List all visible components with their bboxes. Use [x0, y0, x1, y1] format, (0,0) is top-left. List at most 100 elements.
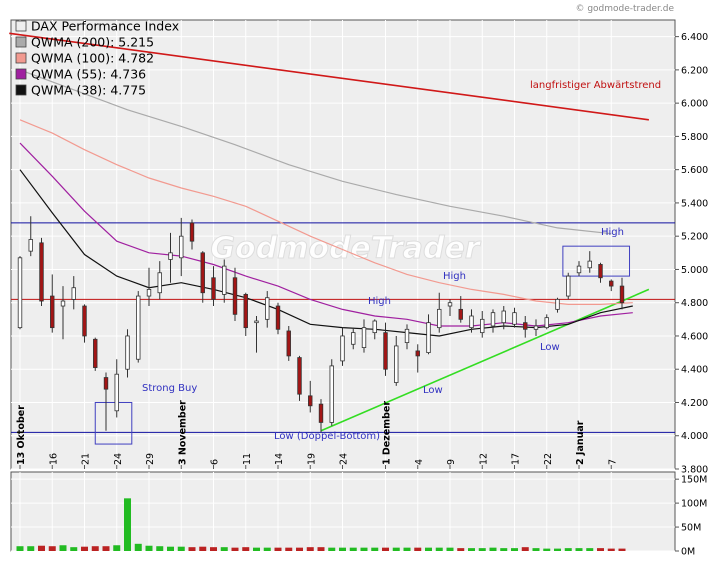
- volume-bar: [124, 498, 131, 551]
- volume-bar: [231, 547, 239, 551]
- volume-bar: [349, 547, 357, 551]
- volume-bar: [521, 547, 529, 551]
- trend-lines: [9, 32, 650, 432]
- candle-body: [372, 320, 377, 334]
- candle-body: [361, 327, 367, 349]
- candle-body: [318, 403, 324, 423]
- volume-bar: [543, 548, 551, 551]
- candle-body: [93, 338, 98, 368]
- strong-buy-label: Strong Buy: [142, 383, 197, 394]
- candle-body: [168, 252, 173, 260]
- candle-body: [523, 322, 528, 330]
- volume-bar: [70, 547, 78, 551]
- y-tick-label: 4.200: [681, 398, 708, 409]
- candle-body: [394, 345, 399, 383]
- y-tick-label: 4.800: [681, 298, 708, 309]
- candle-body: [200, 252, 205, 294]
- candle-body: [447, 302, 453, 307]
- candle-body: [609, 280, 614, 287]
- volume-bar: [575, 548, 583, 551]
- x-tick-label: 1 Dezember: [382, 401, 393, 465]
- y-tick-label: 3.800: [681, 465, 708, 476]
- x-tick-label: 29: [145, 453, 156, 465]
- volume-bar: [59, 545, 67, 551]
- volume-tick-label: 0M: [681, 547, 695, 558]
- y-tick-label: 5.800: [681, 132, 708, 143]
- volume-bar: [360, 547, 368, 551]
- trend-line: [320, 288, 650, 432]
- ma-line: [19, 169, 633, 337]
- annotation-box: [94, 401, 133, 445]
- x-tick-label: 13 Oktober: [16, 405, 27, 465]
- x-tick-label: 2 Januar: [575, 420, 586, 465]
- candle-body: [265, 297, 270, 320]
- candle-body: [243, 293, 248, 329]
- watermark: GodmodeTrader: [210, 231, 481, 266]
- x-tick-label: 4: [414, 459, 425, 465]
- volume-bar: [274, 547, 282, 551]
- volume-bar: [425, 547, 432, 551]
- x-tick-label: 17: [511, 453, 522, 465]
- candle-body: [566, 275, 571, 297]
- volume-bar: [500, 548, 508, 551]
- volume-bar: [263, 547, 271, 551]
- candle-body: [383, 332, 388, 370]
- volume-bar: [113, 545, 121, 551]
- candlesticks: [17, 216, 625, 433]
- candle-body: [136, 295, 141, 360]
- candle-body: [340, 335, 345, 362]
- x-tick-label: 3 November: [177, 400, 188, 465]
- candle-body: [157, 272, 162, 294]
- candle-body: [501, 310, 506, 324]
- volume-axis: 0M 50M 100M 150M: [675, 475, 707, 558]
- volume-bar: [210, 547, 217, 551]
- candle-body: [60, 300, 66, 307]
- candle-body: [82, 305, 87, 337]
- candle-body: [458, 308, 463, 320]
- volume-tick-label: 50M: [681, 523, 701, 534]
- candle-body: [533, 325, 539, 330]
- x-tick-label: 24: [339, 453, 350, 465]
- legend-swatch: [15, 68, 27, 80]
- volume-bar: [48, 546, 56, 551]
- volume-bar: [532, 548, 540, 551]
- volume-bar: [392, 547, 400, 551]
- candle-body: [125, 335, 130, 370]
- candle-body: [512, 312, 517, 325]
- candle-body: [598, 264, 603, 279]
- legend-swatch: [15, 52, 27, 64]
- trend-label: langfristiger Abwärtstrend: [530, 80, 661, 91]
- x-tick-label: 16: [48, 453, 59, 465]
- x-tick-label: 14: [274, 453, 285, 465]
- candle-body: [297, 357, 302, 395]
- volume-bar: [177, 546, 185, 551]
- candle-body: [103, 377, 109, 390]
- volume-bar: [199, 546, 207, 551]
- legend-label: QWMA (55): 4.736: [31, 67, 146, 82]
- y-tick-label: 5.200: [681, 232, 708, 243]
- annotation-boxes: [94, 245, 631, 445]
- candle-body: [254, 320, 259, 324]
- y-tick-label: 6.400: [681, 32, 708, 43]
- volume-bar: [167, 546, 174, 551]
- candle-body: [437, 308, 442, 329]
- volume-bar: [156, 546, 164, 551]
- x-tick-label: 6: [210, 459, 221, 465]
- candle-body: [39, 242, 44, 302]
- moving-averages: [19, 69, 633, 337]
- high-label-2: High: [443, 271, 466, 282]
- x-tick-label: 21: [81, 453, 92, 465]
- volume-bar: [371, 547, 379, 551]
- volume-bar: [317, 547, 325, 551]
- volume-bar: [597, 548, 604, 551]
- x-tick-label: 19: [306, 453, 317, 465]
- x-tick-label: 11: [242, 453, 253, 465]
- candle-body: [415, 350, 420, 357]
- candle-body: [179, 235, 184, 259]
- volume-tick-label: 150M: [681, 475, 707, 486]
- candle-body: [480, 318, 485, 334]
- candle-body: [619, 285, 625, 304]
- legend-label: DAX Performance Index: [31, 19, 179, 34]
- candle-body: [50, 295, 55, 329]
